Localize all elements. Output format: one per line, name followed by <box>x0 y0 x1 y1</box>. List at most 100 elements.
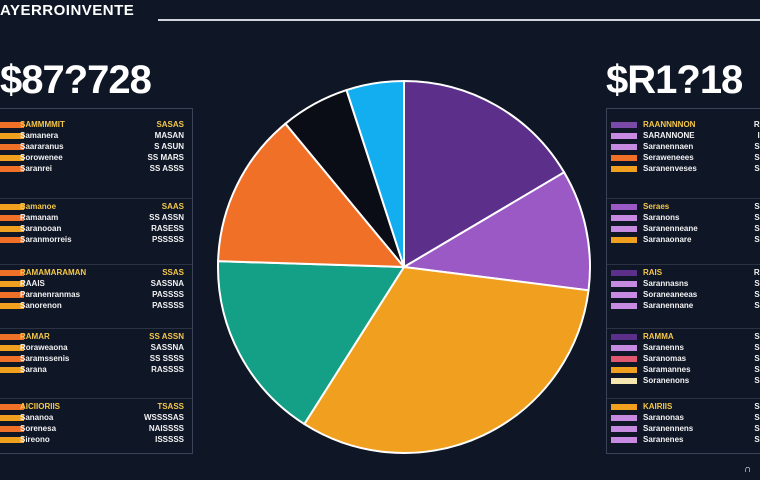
right-legend-label: Seraweneees <box>643 153 694 162</box>
right-legend-label: Saranons <box>643 213 680 222</box>
left-legend-group-separator <box>0 398 192 399</box>
right-legend-value: IS <box>757 131 760 140</box>
left-legend-row: Paranenranmas PASSSS <box>0 290 192 299</box>
right-legend-label: Soranenons <box>643 376 690 385</box>
right-legend-swatch <box>611 237 637 243</box>
right-legend-label: Saranenes <box>643 435 684 444</box>
right-legend-label: Saranenveses <box>643 164 697 173</box>
right-legend-row: Saranaonare SS <box>607 235 760 244</box>
right-legend-label: RAMMA <box>643 332 674 341</box>
left-legend-value: PASSSS <box>152 301 184 310</box>
right-legend-label: Saranaonare <box>643 235 692 244</box>
left-legend-label: Bamanoe <box>20 202 57 211</box>
right-legend-swatch <box>611 367 637 373</box>
left-legend-value: TSASS <box>157 402 184 411</box>
left-legend-row: Sanorenon PASSSS <box>0 301 192 310</box>
right-legend-value: SS <box>754 424 760 433</box>
left-legend-row: RAMAR SS ASSN <box>0 332 192 341</box>
left-legend-value: RASESS <box>151 224 184 233</box>
right-legend-swatch <box>611 345 637 351</box>
right-legend-label: Saranennens <box>643 424 694 433</box>
right-legend-swatch <box>611 303 637 309</box>
left-legend-row: Roraweaona SASSNA <box>0 343 192 352</box>
right-legend-label: Saramannes <box>643 365 691 374</box>
right-legend-value: SS <box>754 290 760 299</box>
pie-slice-1 <box>400 170 591 292</box>
right-legend-row: Soranenons SS <box>607 376 760 385</box>
right-legend-value: SE <box>754 142 760 151</box>
left-legend-row: Saararanus S ASUN <box>0 142 192 151</box>
right-legend-swatch <box>611 155 637 161</box>
right-legend-value: SS <box>754 413 760 422</box>
left-legend-row: Bamanoe SAAS <box>0 202 192 211</box>
right-legend-label: RAIS <box>643 268 663 277</box>
right-legend-swatch <box>611 378 637 384</box>
left-legend-row: Sireono ISSSSS <box>0 435 192 444</box>
right-legend-value: SS <box>754 202 760 211</box>
left-legend-row: Saranooan RASESS <box>0 224 192 233</box>
left-legend-swatch <box>0 155 24 161</box>
right-legend-value: SS <box>754 164 760 173</box>
right-legend-row: SARANNONE IS <box>607 131 760 140</box>
left-legend-value: S ASUN <box>154 142 184 151</box>
lock-icon: ∩ <box>744 464 752 475</box>
left-legend-row: Sananoa WSSSSAS <box>0 413 192 422</box>
right-legend-group-separator <box>607 398 760 399</box>
right-legend-value: SS <box>754 213 760 222</box>
left-legend-swatch <box>0 215 24 221</box>
right-legend-value: SS <box>754 235 760 244</box>
left-legend-swatch <box>0 292 24 298</box>
right-legend-value: RS <box>753 120 760 129</box>
left-legend-value: SASAS <box>156 120 184 129</box>
header-rule <box>158 19 760 21</box>
left-total: $87?728 <box>0 58 152 102</box>
left-legend-value: SASSNA <box>150 343 184 352</box>
left-legend-swatch <box>0 204 24 210</box>
left-legend-value: PASSSS <box>152 290 184 299</box>
left-legend-label: Samanera <box>20 131 59 140</box>
left-legend-label: Saranooan <box>20 224 62 233</box>
pie-slice-4 <box>217 122 407 269</box>
right-legend-row: Saranennens SS <box>607 424 760 433</box>
left-legend-swatch <box>0 270 24 276</box>
left-legend-swatch <box>0 334 24 340</box>
right-legend-row: Saranennaen SE <box>607 142 760 151</box>
left-legend-label: Saararanus <box>20 142 64 151</box>
left-legend-label: AICIIORIIS <box>20 402 61 411</box>
right-legend-label: Saranennaen <box>643 142 694 151</box>
left-legend-swatch <box>0 356 24 362</box>
left-legend-value: PSSSSS <box>151 235 184 244</box>
left-legend-value: SASSNA <box>150 279 184 288</box>
right-legend-label: Saranenns <box>643 343 684 352</box>
right-total: $R1?18 <box>606 58 743 102</box>
left-legend-value: RASSSS <box>151 365 184 374</box>
left-legend-row: Ramanam SS ASSN <box>0 213 192 222</box>
left-legend-row: AICIIORIIS TSASS <box>0 402 192 411</box>
pie-slice-3 <box>217 260 406 426</box>
right-legend-swatch <box>611 144 637 150</box>
right-legend-value: SS <box>754 224 760 233</box>
left-legend-value: ISSSSS <box>155 435 184 444</box>
right-legend-swatch <box>611 226 637 232</box>
left-legend-row: Sorenesa NAISSSS <box>0 424 192 433</box>
left-legend-swatch <box>0 122 24 128</box>
left-legend-label: Sireono <box>20 435 50 444</box>
left-legend-label: Sorenesa <box>20 424 57 433</box>
right-legend-row: Saranenveses SS <box>607 164 760 173</box>
right-legend-row: Saramannes SS <box>607 365 760 374</box>
right-legend-label: Seraes <box>643 202 670 211</box>
right-legend-row: Sarannasns SS <box>607 279 760 288</box>
left-legend-label: RAMAR <box>20 332 50 341</box>
right-legend-value: SS <box>754 279 760 288</box>
right-legend-row: Seraes SS <box>607 202 760 211</box>
left-legend-group-separator <box>0 198 192 199</box>
right-legend-value: SS <box>754 376 760 385</box>
right-legend-row: Saranenneane SS <box>607 224 760 233</box>
right-legend-group-separator <box>607 264 760 265</box>
right-legend-row: RAANNNNON RS <box>607 120 760 129</box>
right-legend-row: RAMMA SS <box>607 332 760 341</box>
left-legend-value: SS ASSN <box>149 213 184 222</box>
right-legend-group-separator <box>607 328 760 329</box>
left-legend-panel: SAMMMMIT SASAS Samanera MASAN Saararanus S AS… <box>0 108 193 454</box>
left-legend-value: MASAN <box>154 131 184 140</box>
